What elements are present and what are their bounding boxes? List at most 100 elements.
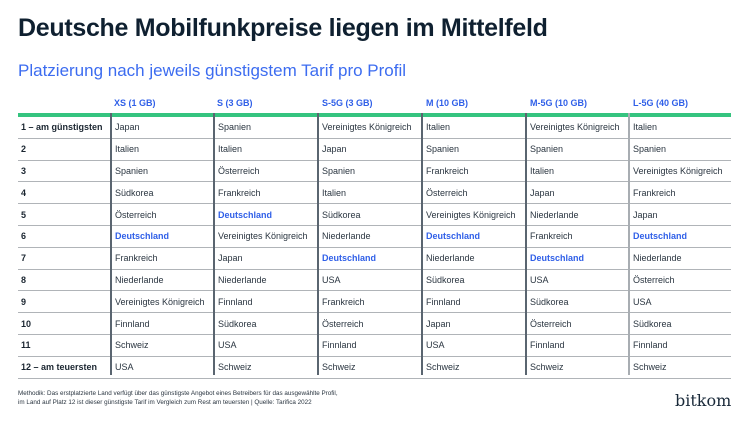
table-row: 8 Niederlande Niederlande USA Südkorea USA Öst… xyxy=(18,270,731,292)
rank-label: 1 – am günstigsten xyxy=(21,122,103,133)
table-row: 7 Frankreich Japan Deutschland Niederlande De… xyxy=(18,248,731,270)
highlighted-country-cell: Deutschland xyxy=(115,231,170,242)
country-cell: Italien xyxy=(530,165,555,176)
country-cell: Südkorea xyxy=(115,187,154,198)
country-cell: Schweiz xyxy=(322,362,356,373)
table-row: 5 Österreich Deutschland Südkorea Vereinigte… xyxy=(18,204,731,226)
country-cell: Italien xyxy=(218,144,243,155)
country-cell: Finnland xyxy=(115,318,150,329)
column-divider xyxy=(110,113,112,375)
rank-label: 10 xyxy=(21,318,32,329)
country-cell: USA xyxy=(218,340,237,351)
country-cell: Österreich xyxy=(633,274,675,285)
country-cell: Italien xyxy=(115,144,140,155)
country-cell: Japan xyxy=(322,144,347,155)
highlighted-country-cell: Deutschland xyxy=(530,253,585,264)
country-cell: Frankreich xyxy=(633,187,676,198)
country-cell: Frankreich xyxy=(218,187,261,198)
country-cell: Niederlande xyxy=(633,253,682,264)
country-cell: Niederlande xyxy=(530,209,579,220)
country-cell: Österreich xyxy=(426,187,468,198)
column-header: S (3 GB) xyxy=(217,98,253,108)
column-divider xyxy=(628,113,630,375)
column-header: XS (1 GB) xyxy=(114,98,156,108)
country-cell: Finnland xyxy=(218,296,253,307)
column-divider xyxy=(525,113,527,375)
country-cell: Spanien xyxy=(426,144,460,155)
country-cell: Japan xyxy=(218,253,243,264)
bitkom-logo: bitkom xyxy=(675,391,732,410)
highlighted-country-cell: Deutschland xyxy=(426,231,481,242)
country-cell: Vereinigtes Königreich xyxy=(322,122,412,133)
country-cell: Italien xyxy=(426,122,451,133)
ranking-table: XS (1 GB) S (3 GB) S-5G (3 GB) M (10 GB)… xyxy=(18,96,731,379)
country-cell: Südkorea xyxy=(530,296,569,307)
country-cell: Niederlande xyxy=(218,274,267,285)
country-cell: Frankreich xyxy=(115,253,158,264)
country-cell: USA xyxy=(530,274,549,285)
country-cell: Südkorea xyxy=(322,209,361,220)
rank-label: 11 xyxy=(21,340,31,351)
table-row: 11 Schweiz USA Finnland USA Finnland Finnland xyxy=(18,335,731,357)
rank-label: 7 xyxy=(21,253,27,264)
country-cell: Vereinigtes Königreich xyxy=(426,209,516,220)
country-cell: Südkorea xyxy=(218,318,257,329)
country-cell: Finnland xyxy=(633,340,668,351)
methodology-footnote: Methodik: Das erstplatzierte Land verfüg… xyxy=(18,389,338,407)
column-header: S-5G (3 GB) xyxy=(322,98,373,108)
country-cell: Niederlande xyxy=(322,231,371,242)
country-cell: Südkorea xyxy=(633,318,672,329)
column-header: L-5G (40 GB) xyxy=(633,98,689,108)
country-cell: Japan xyxy=(426,318,451,329)
rank-label: 9 xyxy=(21,296,27,307)
table-row: 2 Italien Italien Japan Spanien Spanien Spanie… xyxy=(18,139,731,161)
country-cell: Niederlande xyxy=(426,253,475,264)
country-cell: Japan xyxy=(115,122,140,133)
country-cell: Japan xyxy=(633,209,658,220)
footnote-line: im Land auf Platz 12 ist dieser günstigs… xyxy=(18,399,312,406)
rank-label: 4 xyxy=(21,187,27,198)
country-cell: USA xyxy=(115,362,134,373)
country-cell: Österreich xyxy=(115,209,157,220)
country-cell: Schweiz xyxy=(426,362,460,373)
rank-label: 2 xyxy=(21,144,27,155)
country-cell: Frankreich xyxy=(426,165,469,176)
country-cell: Spanien xyxy=(530,144,564,155)
table-row: 3 Spanien Österreich Spanien Frankreich Itali… xyxy=(18,161,731,183)
table-row: 9 Vereinigtes Königreich Finnland Frankreic… xyxy=(18,291,731,314)
country-cell: Italien xyxy=(633,122,658,133)
country-cell: Spanien xyxy=(115,165,149,176)
country-cell: Frankreich xyxy=(530,231,573,242)
country-cell: USA xyxy=(426,340,445,351)
column-header: M (10 GB) xyxy=(426,98,469,108)
rank-label: 3 xyxy=(21,165,27,176)
country-cell: Finnland xyxy=(426,296,461,307)
country-cell: Finnland xyxy=(322,340,357,351)
highlighted-country-cell: Deutschland xyxy=(322,253,377,264)
country-cell: Spanien xyxy=(633,144,667,155)
country-cell: Finnland xyxy=(530,340,565,351)
country-cell: Frankreich xyxy=(322,296,365,307)
page-title: Deutsche Mobilfunkpreise liegen im Mitte… xyxy=(18,14,548,42)
column-divider xyxy=(421,113,423,375)
country-cell: Südkorea xyxy=(426,274,465,285)
country-cell: Vereinigtes Königreich xyxy=(218,231,308,242)
rank-label: 12 – am teuersten xyxy=(21,362,98,373)
country-cell: Niederlande xyxy=(115,274,164,285)
country-cell: Italien xyxy=(322,187,347,198)
country-cell: USA xyxy=(322,274,341,285)
column-header: M-5G (10 GB) xyxy=(530,98,588,108)
footnote-line: Methodik: Das erstplatzierte Land verfüg… xyxy=(18,390,338,397)
rank-label: 5 xyxy=(21,209,27,220)
table-body: 1 – am günstigsten Japan Spanien Vereinigte… xyxy=(18,117,731,379)
table-row: 4 Südkorea Frankreich Italien Österreich Japa… xyxy=(18,182,731,205)
table-row: 1 – am günstigsten Japan Spanien Vereinigte… xyxy=(18,117,731,139)
country-cell: Spanien xyxy=(218,122,252,133)
country-cell: Vereinigtes Königreich xyxy=(115,296,205,307)
country-cell: Schweiz xyxy=(218,362,252,373)
header-divider xyxy=(18,113,731,117)
country-cell: Vereinigtes Königreich xyxy=(633,165,723,176)
country-cell: USA xyxy=(633,296,652,307)
column-divider xyxy=(317,113,319,375)
country-cell: Spanien xyxy=(322,165,356,176)
